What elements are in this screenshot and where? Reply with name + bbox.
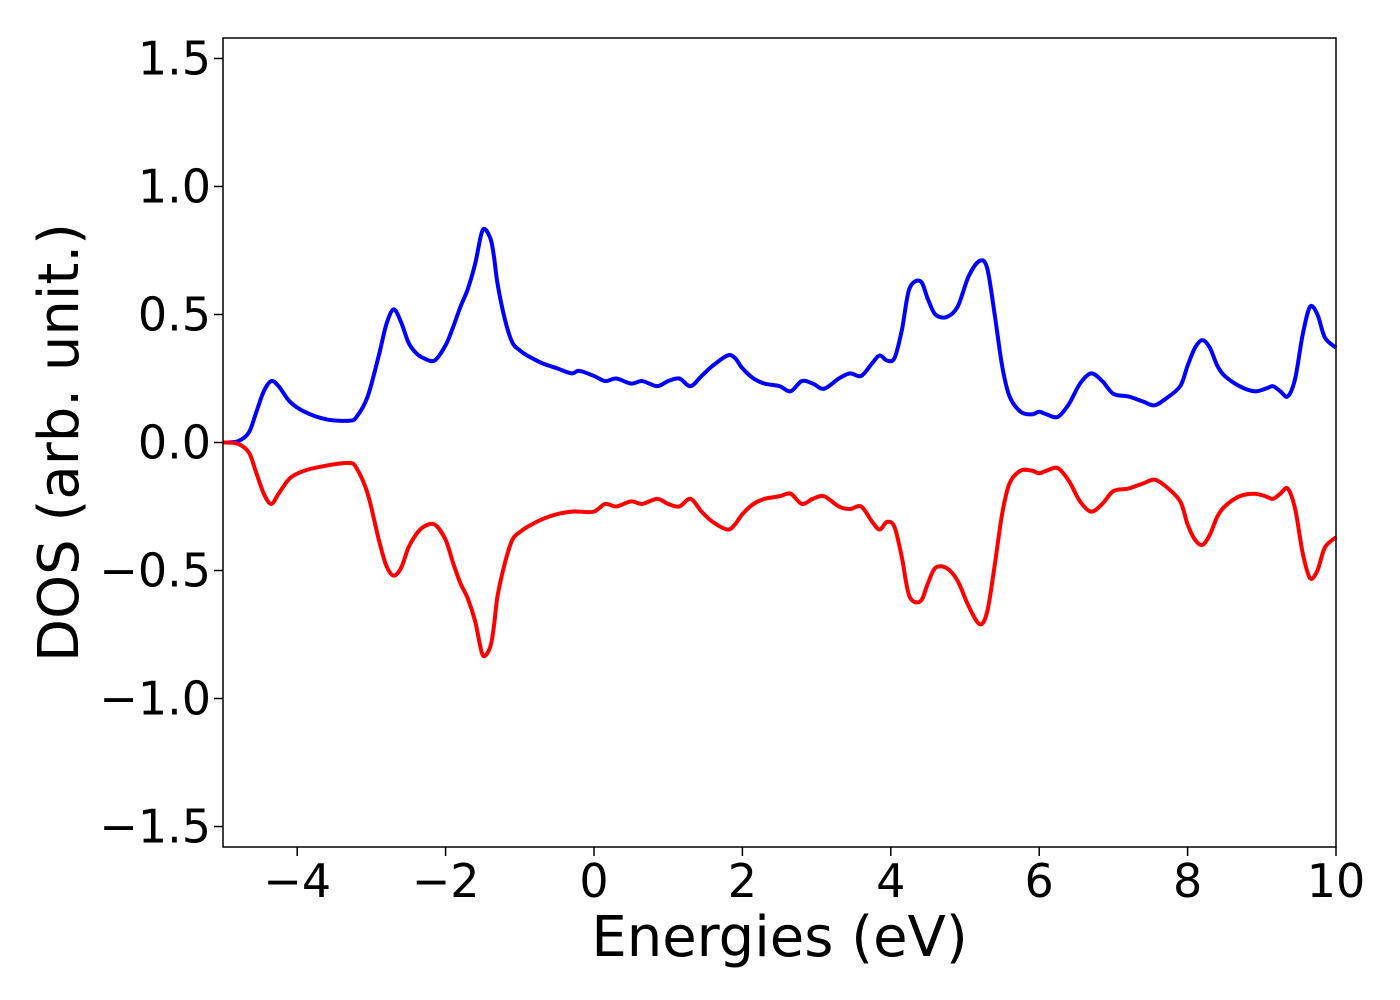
x-tick-label: 10 (1307, 854, 1366, 908)
x-tick-label: 2 (728, 854, 757, 908)
x-tick-label: −4 (263, 854, 331, 908)
y-axis-label: DOS (arb. unit.) (27, 223, 92, 662)
x-tick-label: 0 (579, 854, 608, 908)
plot-frame (222, 37, 1337, 848)
x-tick-label: 4 (876, 854, 905, 908)
series-line-red (222, 440, 1338, 659)
x-tick-label: 8 (1173, 854, 1202, 908)
series-line-blue (222, 226, 1338, 445)
x-axis-label: Energies (eV) (591, 905, 967, 970)
y-tick-label: −0.5 (99, 544, 211, 598)
x-tick-label: 6 (1025, 854, 1054, 908)
x-axis-ticks: −4 −2 0 2 4 6 8 10 (263, 847, 1365, 908)
y-tick-label: 1.0 (138, 159, 211, 213)
x-tick-label: −2 (412, 854, 480, 908)
y-tick-label: −1.0 (99, 672, 211, 726)
y-axis-ticks: 1.5 1.0 0.5 0.0 −0.5 −1.0 −1.5 (99, 31, 223, 854)
y-tick-label: 0.5 (138, 287, 211, 341)
y-tick-label: 0.0 (138, 416, 211, 470)
y-tick-label: −1.5 (99, 800, 211, 854)
y-tick-label: 1.5 (138, 31, 211, 85)
series-layer (222, 226, 1338, 659)
